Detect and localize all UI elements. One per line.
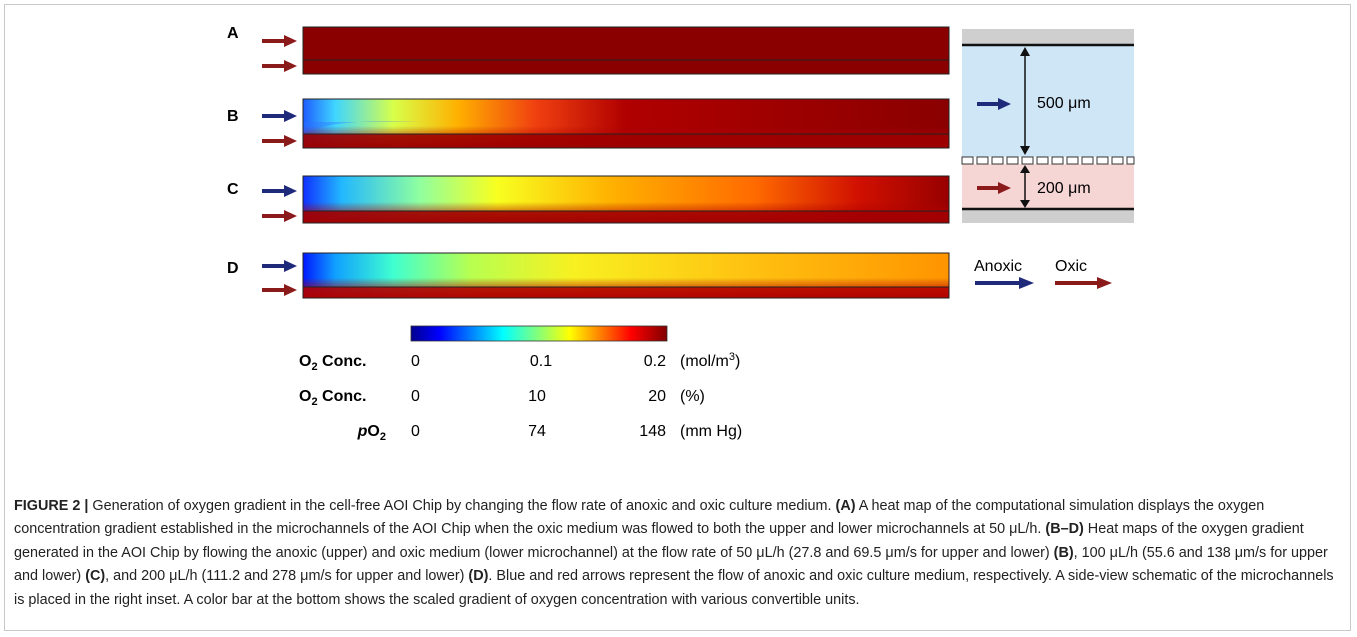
unit-label: (mol/m3) (680, 351, 740, 370)
figure-caption: FIGURE 2 | Generation of oxygen gradient… (14, 495, 1342, 612)
arrow-legend: Anoxic Oxic (974, 258, 1112, 289)
oxic-arrow (262, 284, 297, 296)
tick-label: 20 (648, 388, 666, 405)
unit-label: (mm Hg) (680, 423, 742, 440)
panel-label-c: C (227, 181, 239, 198)
panel-label-a: A (227, 25, 239, 42)
oxic-arrow (262, 210, 297, 222)
inset-anoxic-arrow (977, 98, 1011, 110)
colorbar-gradient (410, 325, 668, 342)
legend-anoxic-label: Anoxic (974, 258, 1022, 275)
inset-bottom-wall (962, 209, 1134, 223)
panel-label-b: B (227, 108, 239, 125)
color-bar (410, 325, 668, 342)
panel-d: D (227, 252, 950, 299)
anoxic-arrow (262, 260, 297, 272)
inset-top-wall (962, 29, 1134, 45)
unit-label: (%) (680, 388, 705, 405)
anoxic-arrow (262, 35, 297, 47)
anoxic-arrow (262, 110, 297, 122)
caption-title: FIGURE 2 | (14, 498, 89, 514)
porous-membrane (961, 156, 1135, 165)
colorbar-row-1: O2 Conc. 0 0.1 0.2 (mol/m3) (299, 351, 740, 373)
panel-c: C (227, 175, 950, 224)
tick-label: 0 (411, 388, 420, 405)
dimension-arrow-lower (1020, 165, 1030, 208)
lower-height-label: 200 μm (1037, 180, 1091, 197)
caption-panel-ref: (B) (1053, 544, 1074, 561)
tick-label: 148 (639, 423, 666, 440)
heatmap-channel-a (302, 26, 950, 75)
anoxic-arrow (262, 185, 297, 197)
caption-text: Heat maps of the oxygen gradient generat… (14, 521, 1304, 561)
inset-schematic: 500 μm 200 μm (961, 29, 1135, 223)
inset-oxic-arrow (977, 182, 1011, 194)
colorbar-row-2: O2 Conc. 0 10 20 (%) (299, 388, 705, 408)
caption-text: , and 200 μL/h (111.2 and 278 μm/s for u… (105, 568, 469, 585)
figure-graphic: A B C (227, 25, 1135, 443)
caption-text: . Blue and red arrows represent the flow… (14, 568, 1334, 608)
panel-label-d: D (227, 260, 239, 277)
oxic-arrow (262, 135, 297, 147)
caption-panel-ref: (D) (468, 568, 489, 585)
row-label: O2 Conc. (299, 388, 366, 408)
caption-panel-ref: (B–D) (1045, 521, 1084, 538)
panel-a: A (227, 25, 950, 75)
row-label: O2 Conc. (299, 353, 366, 373)
tick-label: 0 (411, 353, 420, 370)
caption-text: A heat map of the computational simulati… (14, 498, 1265, 538)
figure-frame (4, 4, 1351, 631)
caption-panel-ref: (A) (835, 498, 856, 514)
tick-label: 10 (528, 388, 546, 405)
tick-label: 74 (528, 423, 546, 440)
caption-text: Generation of oxygen gradient in the cel… (88, 498, 836, 514)
caption-panel-ref: (C) (85, 568, 106, 585)
row-label: pO2 (357, 423, 386, 443)
caption-text: , 100 μL/h (55.6 and 138 μm/s for upper … (14, 544, 1328, 585)
tick-label: 0.2 (644, 353, 666, 370)
tick-label: 0 (411, 423, 420, 440)
tick-label: 0.1 (530, 353, 552, 370)
inset-upper-channel (962, 45, 1134, 157)
legend-oxic-label: Oxic (1055, 258, 1087, 275)
upper-height-label: 500 μm (1037, 95, 1091, 112)
oxic-arrow (262, 60, 297, 72)
dimension-arrow-upper (1020, 47, 1030, 155)
panel-b: B (227, 98, 950, 149)
colorbar-row-3: pO2 0 74 148 (mm Hg) (357, 423, 743, 443)
